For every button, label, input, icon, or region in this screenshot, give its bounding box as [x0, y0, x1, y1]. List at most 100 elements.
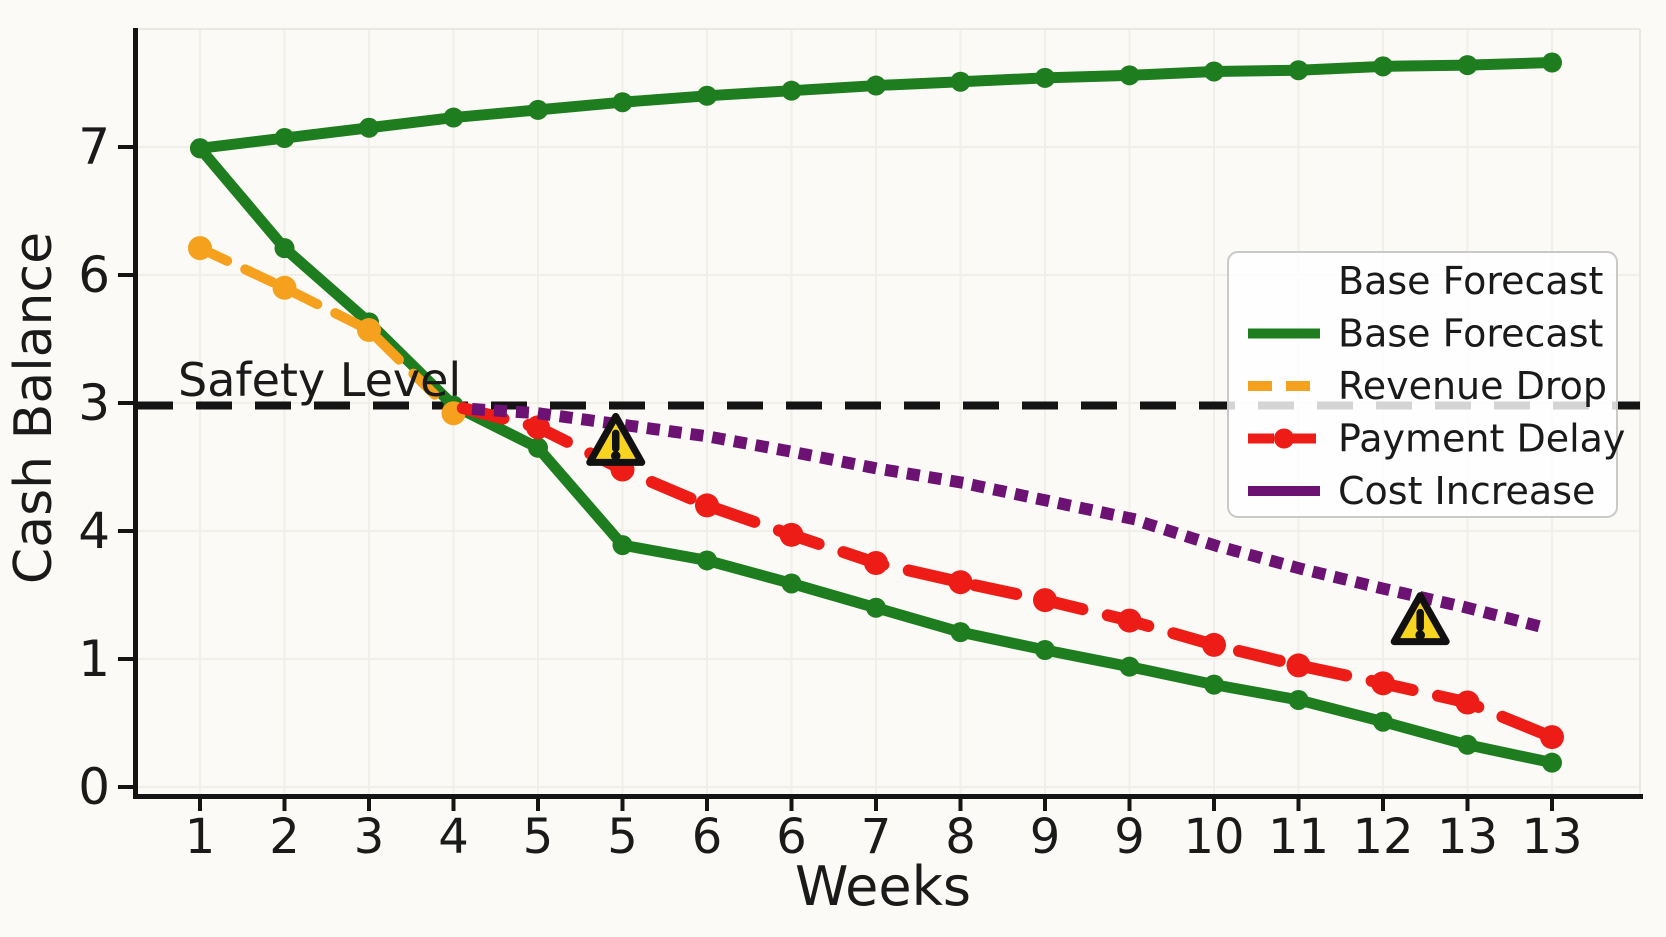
- series-line-cost-increase: [471, 403, 1560, 637]
- data-point-payment-delay: [1117, 608, 1142, 633]
- x-tick-label: 4: [438, 809, 469, 865]
- data-point-base-forecast-decline: [866, 597, 886, 618]
- data-point-payment-delay: [1540, 725, 1564, 750]
- x-tick-label: 11: [1268, 809, 1329, 865]
- x-tick-label: 1: [185, 809, 216, 865]
- y-tick-label: 1: [78, 630, 110, 688]
- legend-label: Base Forecast: [1338, 259, 1603, 303]
- data-point-payment-delay: [1455, 690, 1480, 715]
- y-tick-label: 6: [78, 246, 110, 304]
- data-point-payment-delay: [779, 522, 804, 547]
- y-axis-title: Cash Balance: [4, 232, 64, 584]
- data-point-payment-delay: [1371, 671, 1395, 696]
- legend-box: [1227, 251, 1618, 518]
- data-point-base-forecast-decline: [1119, 656, 1140, 677]
- data-point-base-forecast-decline: [781, 573, 802, 594]
- data-point-base-forecast-growth: [1373, 56, 1393, 77]
- y-tick-label: 7: [78, 118, 110, 176]
- legend-row-1: Base Forecast: [1338, 259, 1603, 303]
- safety-level-label: Safety Level: [178, 353, 461, 407]
- data-point-base-forecast-decline: [274, 238, 295, 259]
- data-point-base-forecast-decline: [1204, 674, 1224, 695]
- data-point-base-forecast-growth: [1457, 55, 1478, 76]
- data-point-base-forecast-growth: [359, 117, 379, 138]
- x-tick-label: 3: [354, 809, 385, 865]
- series-line-payment-delay: [456, 402, 1558, 744]
- legend-swatch-marker: [1274, 428, 1294, 449]
- series-cost-increase: [471, 403, 1560, 637]
- y-tick-label: 4: [78, 502, 110, 560]
- series-line-revenue-drop: [195, 243, 459, 419]
- data-point-base-forecast-decline: [190, 138, 210, 159]
- data-point-payment-delay: [948, 570, 973, 595]
- data-point-base-forecast-decline: [1542, 752, 1562, 773]
- data-point-base-forecast-decline: [950, 622, 971, 643]
- data-point-payment-delay: [1033, 588, 1057, 613]
- data-point-payment-delay: [1202, 632, 1226, 657]
- axes-spines: [133, 28, 1643, 799]
- data-point-base-forecast-decline: [1373, 711, 1393, 732]
- warning-week-5-icon: [586, 412, 646, 466]
- legend-label: Cost Increase: [1338, 469, 1595, 513]
- legend: Base Forecast Base Forecast Revenue Drop Pa…: [1227, 251, 1625, 518]
- data-point-revenue-drop: [272, 275, 297, 300]
- data-point-base-forecast-decline: [528, 437, 548, 458]
- x-tick-label: 2: [269, 809, 300, 865]
- data-point-base-forecast-growth: [612, 92, 633, 113]
- x-tick-label: 13: [1521, 809, 1582, 865]
- data-point-base-forecast-decline: [1288, 689, 1309, 710]
- x-tick-label: 13: [1437, 809, 1498, 865]
- x-tick-label: 7: [861, 809, 892, 865]
- series-base-forecast-growth: [190, 52, 1562, 159]
- data-point-base-forecast-growth: [528, 99, 548, 120]
- data-point-base-forecast-growth: [443, 107, 464, 128]
- data-point-base-forecast-decline: [1035, 640, 1055, 661]
- x-tick-label: 5: [523, 809, 554, 865]
- warning-exclamation-dot: [610, 451, 621, 461]
- x-tick-label: 9: [1114, 809, 1145, 865]
- data-point-base-forecast-growth: [866, 75, 886, 96]
- legend-row-3: Revenue Drop: [1248, 364, 1607, 408]
- data-point-base-forecast-decline: [612, 535, 633, 556]
- data-point-revenue-drop: [188, 236, 212, 261]
- data-point-base-forecast-growth: [274, 128, 295, 149]
- legend-label: Base Forecast: [1338, 312, 1603, 356]
- y-tick-label: 0: [78, 758, 110, 816]
- x-tick-label: 10: [1183, 809, 1244, 865]
- data-point-revenue-drop: [357, 318, 381, 343]
- legend-row-4: Payment Delay: [1248, 417, 1625, 461]
- data-point-base-forecast-decline: [1457, 734, 1478, 755]
- legend-label: Payment Delay: [1338, 417, 1625, 461]
- data-point-base-forecast-growth: [1542, 52, 1562, 73]
- data-point-payment-delay: [695, 493, 719, 518]
- data-point-base-forecast-decline: [697, 550, 717, 571]
- data-point-base-forecast-growth: [1119, 65, 1140, 86]
- data-point-base-forecast-growth: [1204, 61, 1224, 82]
- data-point-base-forecast-growth: [1288, 60, 1309, 81]
- x-tick-label: 6: [692, 809, 723, 865]
- data-point-payment-delay: [526, 415, 550, 440]
- warning-week-12-icon: [1390, 592, 1450, 646]
- data-point-payment-delay: [1286, 653, 1311, 678]
- series-base-forecast-decline: [190, 138, 1562, 773]
- data-point-base-forecast-growth: [697, 85, 717, 106]
- legend-label: Revenue Drop: [1338, 364, 1607, 408]
- legend-row-2: Base Forecast: [1248, 312, 1603, 356]
- y-tick-label: 3: [78, 374, 110, 432]
- x-axis-title: Weeks: [795, 855, 971, 918]
- data-point-base-forecast-growth: [1035, 67, 1055, 88]
- data-point-base-forecast-growth: [781, 80, 802, 101]
- legend-row-5: Cost Increase: [1248, 469, 1595, 513]
- x-tick-label: 5: [607, 809, 638, 865]
- warning-icons: [586, 412, 1450, 646]
- data-point-base-forecast-growth: [950, 71, 971, 92]
- plot-frame: [135, 28, 1641, 795]
- x-tick-label: 6: [776, 809, 807, 865]
- data-point-payment-delay: [864, 551, 888, 575]
- x-tick-label: 12: [1352, 809, 1413, 865]
- x-tick-label: 9: [1030, 809, 1061, 865]
- warning-exclamation-dot: [1415, 630, 1425, 640]
- x-tick-label: 8: [945, 809, 976, 865]
